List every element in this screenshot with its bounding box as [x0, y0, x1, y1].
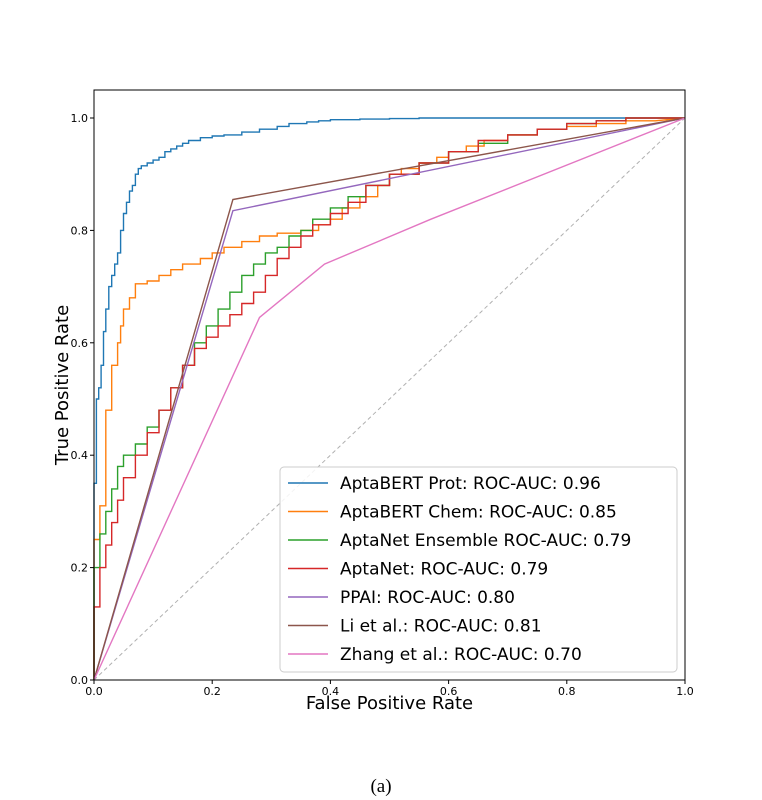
legend-label-1: AptaBERT Chem: ROC-AUC: 0.85	[340, 503, 617, 523]
x-tick-label: 0.4	[322, 685, 340, 698]
series-line-3	[93, 117, 685, 680]
ticks-layer: 0.0 0.2 0.4 0.6 0.8 1.0 0.0 0.2 0.4 0.6 0.8 1.0	[71, 112, 694, 698]
series-line-2	[93, 117, 685, 680]
figure-caption: (a)	[370, 776, 392, 797]
series-line-0	[93, 117, 685, 680]
series-line-4	[93, 117, 686, 681]
x-tick-label: 0.6	[440, 685, 458, 698]
y-tick-label: 0.4	[71, 449, 89, 462]
axes-layer	[93, 89, 686, 681]
x-tick-label: 0.0	[85, 685, 103, 698]
y-axis-label: True Positive Rate	[52, 305, 73, 466]
x-tick-label: 0.2	[203, 685, 221, 698]
legend-label-3: AptaNet: ROC-AUC: 0.79	[340, 560, 548, 580]
legend-label-5: Li et al.: ROC-AUC: 0.81	[340, 617, 542, 637]
plot-frame	[93, 89, 686, 681]
legend: AptaBERT Prot: ROC-AUC: 0.96 AptaBERT Che…	[279, 466, 678, 673]
x-tick-label: 1.0	[676, 685, 694, 698]
y-tick-label: 0.0	[71, 674, 89, 687]
x-tick-label: 0.8	[558, 685, 576, 698]
diagonal-line	[93, 117, 686, 681]
legend-box	[279, 466, 678, 673]
legend-label-0: AptaBERT Prot: ROC-AUC: 0.96	[340, 474, 601, 494]
legend-label-2: AptaNet Ensemble ROC-AUC: 0.79	[340, 531, 631, 551]
y-tick-label: 0.8	[71, 224, 89, 237]
x-axis-label: False Positive Rate	[306, 693, 473, 714]
series-line-6	[93, 117, 686, 681]
legend-label-4: PPAI: ROC-AUC: 0.80	[340, 588, 515, 608]
y-tick-label: 1.0	[71, 112, 89, 125]
diagonal-layer	[93, 117, 686, 681]
series-layer	[93, 117, 686, 681]
legend-label-6: Zhang et al.: ROC-AUC: 0.70	[340, 645, 582, 665]
y-tick-label: 0.6	[71, 337, 89, 350]
series-line-5	[93, 117, 686, 681]
y-tick-label: 0.2	[71, 562, 89, 575]
